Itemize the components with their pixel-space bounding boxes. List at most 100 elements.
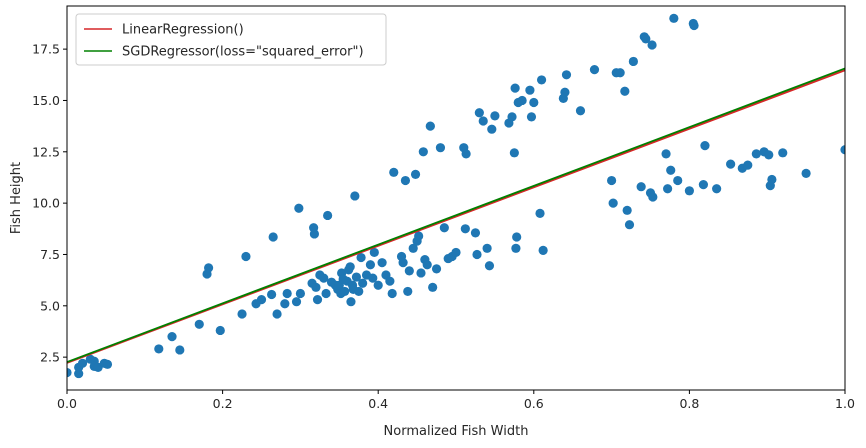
sgd-regressor-line [67, 67, 845, 363]
scatter-point [620, 86, 630, 96]
scatter-point [241, 251, 251, 262]
scatter-point [669, 13, 679, 23]
scatter-point [373, 280, 383, 290]
scatter-point [295, 288, 305, 299]
scatter-point [323, 210, 333, 221]
scatter-point [428, 282, 438, 292]
scatter-point [439, 223, 449, 233]
scatter-point [628, 56, 638, 67]
legend-label-sgd-regressor: SGDRegressor(loss="squared_error") [122, 45, 364, 60]
scatter-point [354, 286, 364, 297]
scatter-point [256, 295, 267, 305]
scatter-point [666, 165, 676, 175]
scatter-point [204, 263, 214, 273]
scatter-point [509, 148, 519, 158]
scatter-point [615, 68, 625, 78]
scatter-point [431, 264, 442, 274]
y-axis-label: Fish Height [9, 162, 24, 234]
scatter-point [751, 149, 761, 159]
scatter-point [272, 309, 282, 319]
x-tick-label: 0.0 [57, 396, 77, 411]
scatter-point [526, 112, 537, 122]
x-tick-label: 0.4 [368, 396, 388, 411]
scatter-point [535, 208, 545, 218]
scatter-point [608, 198, 618, 208]
scatter-point [764, 150, 774, 160]
scatter-point [385, 276, 395, 286]
scatter-point [726, 159, 736, 169]
scatter-point [575, 106, 586, 116]
legend-box [75, 13, 387, 66]
scatter-point [425, 121, 435, 131]
scatter-point [478, 116, 488, 126]
y-tick-label: 2.5 [40, 350, 60, 365]
scatter-point [641, 34, 651, 44]
scatter-point [451, 247, 461, 258]
scatter-point [312, 295, 323, 305]
x-tick-label: 0.2 [213, 396, 233, 411]
scatter-point [561, 70, 572, 80]
scatter-point [460, 224, 470, 234]
scatter-point [404, 266, 414, 276]
scatter-point [414, 231, 424, 241]
scatter-point [321, 288, 331, 299]
scatter-point [416, 268, 426, 278]
scatter-point [418, 147, 428, 157]
scatter-point [663, 184, 673, 194]
scatter-point [636, 182, 646, 192]
scatter-point [689, 20, 699, 31]
scatter-point [319, 273, 329, 283]
scatter-point [368, 273, 378, 283]
y-tick-label: 12.5 [32, 144, 60, 159]
scatter-point [512, 232, 522, 242]
scatter-point [507, 112, 517, 122]
scatter-point [472, 249, 482, 260]
scatter-point [215, 325, 225, 336]
scatter-point [358, 278, 368, 288]
scatter-point [67, 367, 72, 378]
plot-frame [66, 5, 846, 391]
scatter-point [647, 40, 657, 50]
scatter-point [350, 191, 360, 201]
scatter-point [194, 319, 204, 329]
scatter-point [408, 243, 418, 253]
scatter-point [280, 299, 290, 309]
legend: LinearRegression() SGDRegressor(loss="sq… [75, 13, 387, 66]
scatter-point [351, 272, 362, 282]
y-tick-label: 17.5 [32, 42, 60, 57]
scatter-point [529, 97, 539, 108]
x-tick-label: 0.6 [524, 396, 544, 411]
scatter-point [684, 186, 695, 196]
scatter-point [698, 180, 709, 190]
scatter-point [167, 332, 177, 342]
scatter-point [346, 297, 356, 307]
scatter-point [474, 108, 484, 118]
y-tick-label: 10.0 [32, 196, 60, 211]
scatter-point [648, 192, 658, 202]
scatter-point [77, 358, 88, 368]
y-tick-label: 5.0 [40, 298, 60, 313]
scatter-point [511, 243, 521, 253]
scatter-point [309, 229, 319, 239]
scatter-point [801, 168, 811, 178]
scatter-point [673, 175, 683, 186]
scatter-point [435, 143, 446, 153]
scatter-point [560, 87, 570, 97]
scatter-point [700, 141, 710, 151]
scatter-point [387, 288, 397, 299]
scatter-point [517, 95, 527, 106]
scatter-point [340, 286, 350, 297]
scatter-point [268, 232, 278, 242]
y-tick-label: 15.0 [32, 93, 60, 108]
plot-marks [67, 13, 845, 379]
scatter-point [365, 260, 376, 270]
scatter-point [484, 261, 495, 271]
scatter-point [311, 282, 321, 292]
scatter-point [410, 169, 421, 179]
scatter-point [490, 111, 500, 121]
x-axis: 0.0 0.2 0.4 0.6 0.8 1.0 [57, 390, 855, 411]
scatter-point [712, 184, 722, 194]
scatter-point [282, 288, 292, 299]
scatter-point [607, 175, 617, 186]
linear-regression-line [67, 69, 845, 364]
